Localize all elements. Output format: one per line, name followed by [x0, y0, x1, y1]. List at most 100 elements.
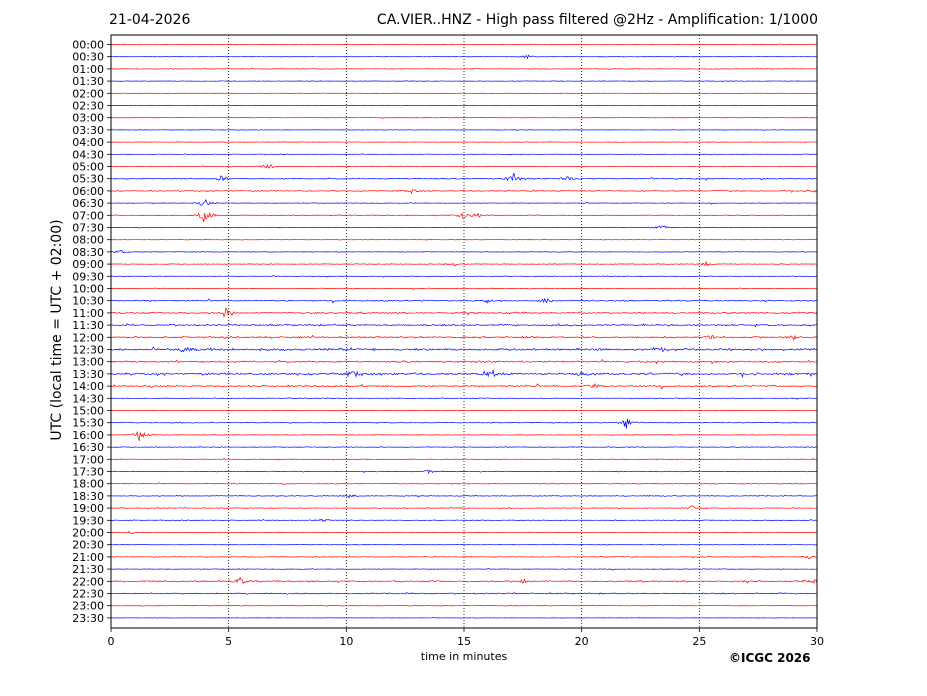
y-tick-label: 19:00 [72, 502, 104, 515]
x-tick-label: 25 [692, 635, 706, 648]
y-tick-label: 04:30 [72, 148, 104, 161]
y-tick-group: 00:0000:3001:0001:3002:0002:3003:0003:30… [72, 39, 111, 625]
trace-0100 [110, 67, 818, 70]
y-tick-label: 01:00 [72, 63, 104, 76]
trace-1530 [110, 418, 818, 429]
y-tick-label: 17:00 [72, 453, 104, 466]
y-tick-label: 03:00 [72, 112, 104, 125]
y-tick-label: 13:30 [72, 368, 104, 381]
trace-0300 [110, 116, 818, 119]
y-tick-label: 08:30 [72, 246, 104, 259]
trace-1000 [110, 287, 818, 291]
y-tick-label: 23:00 [72, 600, 104, 613]
x-tick-label: 10 [339, 635, 353, 648]
y-tick-label: 22:00 [72, 575, 104, 588]
y-tick-label: 23:30 [72, 612, 104, 625]
y-tick-label: 12:00 [72, 331, 104, 344]
trace-0200 [110, 92, 818, 95]
y-tick-label: 18:00 [72, 478, 104, 491]
y-tick-label: 06:00 [72, 185, 104, 198]
x-tick-group: 0 5 10 15 20 25 30 [108, 628, 824, 648]
trace-1330 [110, 370, 818, 378]
trace-0500 [110, 163, 818, 169]
y-tick-label: 06:30 [72, 197, 104, 210]
trace-1900 [110, 505, 818, 510]
y-tick-label: 14:30 [72, 392, 104, 405]
trace-0700 [110, 211, 818, 222]
trace-1300 [110, 358, 818, 365]
trace-0730 [110, 225, 818, 229]
trace-0900 [110, 260, 818, 267]
trace-0230 [110, 104, 818, 107]
y-tick-label: 07:30 [72, 222, 104, 235]
date-label: 21-04-2026 [109, 12, 191, 28]
y-tick-label: 11:00 [72, 307, 104, 320]
trace-0130 [110, 80, 818, 82]
trace-1600 [110, 430, 818, 442]
trace-2100 [110, 555, 818, 560]
trace-1400 [110, 383, 818, 390]
trace-1630 [110, 446, 818, 448]
trace-1130 [110, 323, 818, 328]
trace-group [110, 43, 818, 619]
trace-1500 [110, 409, 818, 412]
trace-2300 [110, 604, 818, 607]
trace-0430 [110, 153, 818, 156]
copyright-label: ©ICGC 2026 [729, 651, 811, 665]
trace-1730 [110, 469, 818, 475]
trace-1230 [110, 346, 818, 353]
trace-0330 [110, 129, 818, 131]
trace-2230 [110, 591, 818, 595]
trace-1430 [110, 397, 818, 400]
y-tick-label: 13:00 [72, 356, 104, 369]
y-tick-label: 14:00 [72, 380, 104, 393]
y-tick-label: 00:30 [72, 51, 104, 64]
plot-frame [110, 34, 818, 629]
x-tick-label: 0 [108, 635, 115, 648]
y-axis-label: UTC (local time = UTC + 02:00) [49, 219, 65, 441]
y-tick-label: 15:30 [72, 417, 104, 430]
y-tick-label: 22:30 [72, 588, 104, 601]
y-tick-label: 10:00 [72, 283, 104, 296]
trace-0530 [110, 172, 818, 182]
y-tick-label: 21:00 [72, 551, 104, 564]
y-tick-label: 02:00 [72, 87, 104, 100]
trace-2000 [110, 530, 818, 535]
trace-1700 [110, 457, 818, 461]
trace-2330 [110, 617, 818, 619]
y-tick-label: 09:00 [72, 258, 104, 271]
trace-1100 [110, 307, 818, 318]
x-tick-label: 30 [810, 635, 824, 648]
y-tick-label: 05:30 [72, 173, 104, 186]
y-tick-label: 16:00 [72, 429, 104, 442]
y-tick-label: 12:30 [72, 344, 104, 357]
trace-2130 [110, 567, 818, 571]
trace-1800 [110, 482, 818, 486]
y-tick-label: 11:30 [72, 319, 104, 332]
trace-1030 [110, 297, 818, 304]
y-tick-label: 16:30 [72, 441, 104, 454]
y-tick-label: 19:30 [72, 514, 104, 527]
x-tick-label: 15 [457, 635, 471, 648]
trace-0000 [110, 43, 818, 46]
y-tick-label: 18:30 [72, 490, 104, 503]
x-axis-label: time in minutes [420, 650, 508, 663]
trace-0030 [110, 54, 818, 60]
y-tick-label: 21:30 [72, 563, 104, 576]
trace-1200 [110, 334, 818, 341]
y-tick-label: 09:30 [72, 270, 104, 283]
y-tick-label: 08:00 [72, 234, 104, 247]
y-tick-label: 02:30 [72, 100, 104, 113]
trace-0600 [110, 189, 818, 195]
x-tick-label: 20 [575, 635, 589, 648]
trace-2030 [110, 543, 818, 546]
y-tick-label: 05:00 [72, 161, 104, 174]
y-tick-label: 04:00 [72, 136, 104, 149]
chart-title: CA.VIER..HNZ - High pass filtered @2Hz -… [376, 12, 818, 28]
y-tick-label: 00:00 [72, 39, 104, 52]
trace-0400 [110, 141, 818, 144]
y-tick-label: 15:00 [72, 405, 104, 418]
y-tick-label: 17:30 [72, 466, 104, 479]
y-tick-label: 20:00 [72, 527, 104, 540]
